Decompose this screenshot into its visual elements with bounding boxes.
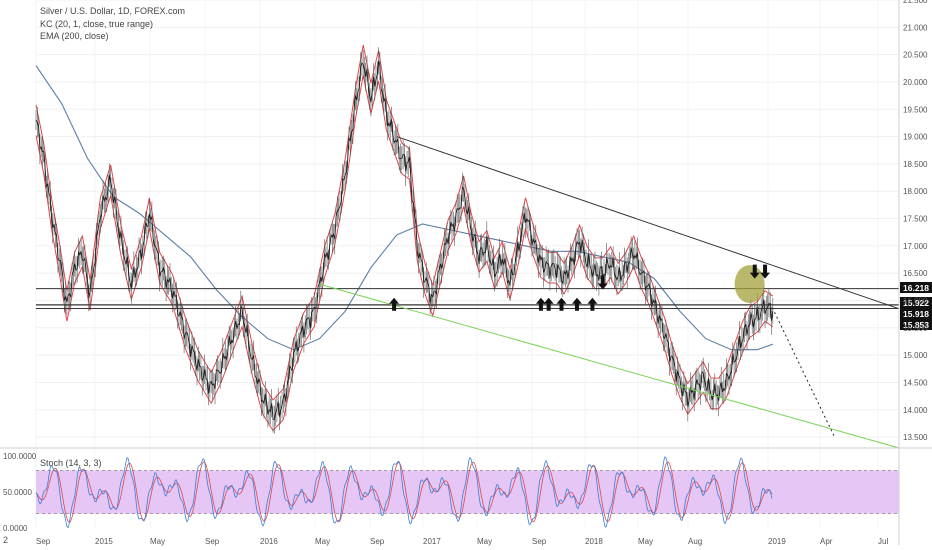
annotation-marks: [389, 264, 771, 311]
stochastic-pane: 100.0000 50.0000 0.0000: [3, 452, 899, 533]
legend-title: Silver / U.S. Dollar, 1D, FOREX.com: [40, 6, 186, 16]
y-tick-label: 16.000: [903, 296, 928, 305]
x-tick-label: 2016: [260, 537, 278, 546]
x-tick-label: Sep: [36, 537, 51, 546]
price-tag-label: 15.922: [903, 298, 929, 308]
time-axis: Sep 2015 May Sep 2016 May Sep 2017 May Sep 2018 May…: [36, 537, 888, 546]
corner-label: 2: [3, 535, 9, 545]
y-tick-label: 21.500: [903, 0, 928, 5]
stoch-k-line: [35, 456, 773, 529]
price-tag: [900, 282, 932, 293]
y-tick-label: 20.500: [903, 51, 928, 60]
y-tick-label: 20.000: [903, 78, 928, 87]
x-tick-label: Aug: [688, 537, 702, 546]
x-tick-label: Apr: [820, 537, 833, 546]
price-tag-label: 15.853: [903, 320, 929, 330]
y-tick-label: 17.500: [903, 215, 928, 224]
y-tick-label: 14.500: [903, 378, 928, 387]
up-arrow-icon: [535, 297, 546, 311]
up-arrow-icon: [543, 297, 554, 311]
x-tick-label: Jul: [878, 537, 888, 546]
y-tick-label: 19.000: [903, 133, 928, 142]
keltner-lower-line: [35, 75, 774, 432]
price-tag-label: 16.218: [903, 283, 929, 293]
y-tick-label: 17.000: [903, 242, 928, 251]
y-tick-label: 13.500: [903, 433, 928, 442]
stoch-legend: Stoch (14, 3, 3): [40, 458, 102, 468]
stoch-tick-label: 100.0000: [3, 452, 37, 461]
price-tag: [900, 297, 932, 308]
price-tag: [900, 308, 932, 319]
y-tick-label: 19.500: [903, 105, 928, 114]
x-tick-label: May: [638, 537, 653, 546]
down-arrow-icon: [760, 264, 771, 279]
x-tick-label: Sep: [205, 537, 220, 546]
down-arrow-icon: [597, 275, 608, 290]
ema-series: [35, 65, 773, 351]
stoch-tick-label: 0.0000: [3, 524, 28, 533]
up-arrow-icon: [587, 297, 598, 311]
up-arrow-icon: [556, 297, 567, 311]
stoch-tick-label: 50.0000: [3, 488, 32, 497]
trendlines: [319, 136, 900, 449]
resistance-trendline: [396, 136, 900, 310]
up-arrow-icon: [571, 297, 582, 311]
up-arrow-icon: [389, 297, 400, 311]
down-arrow-icon: [749, 264, 760, 279]
y-tick-label: 14.000: [903, 406, 928, 415]
x-tick-label: 2018: [585, 537, 603, 546]
y-tick-label: 16.500: [903, 269, 928, 278]
legend-ema: EMA (200, close): [40, 31, 109, 41]
highlight-ellipse: [734, 265, 765, 304]
support-trendline: [319, 283, 900, 449]
x-tick-label: May: [477, 537, 492, 546]
x-tick-label: May: [315, 537, 330, 546]
legend-kc: KC (20, 1, close, true range): [40, 19, 154, 29]
y-tick-label: 21.000: [903, 23, 928, 32]
y-tick-label: 18.500: [903, 160, 928, 169]
y-tick-label: 18.000: [903, 187, 928, 196]
ema-line: [35, 65, 773, 351]
price-line: [35, 60, 774, 421]
x-tick-label: Sep: [370, 537, 385, 546]
price-tag-label: 15.918: [903, 309, 929, 319]
x-tick-label: 2015: [95, 537, 113, 546]
x-tick-label: 2017: [423, 537, 441, 546]
price-series: [35, 47, 774, 434]
x-tick-label: 2019: [768, 537, 786, 546]
x-tick-label: Sep: [532, 537, 547, 546]
stoch-d-line: [35, 461, 773, 523]
y-tick-label: 15.500: [903, 324, 928, 333]
stoch-band: [36, 470, 899, 514]
x-tick-label: May: [150, 537, 165, 546]
price-axis: 21.500 21.000 20.500 20.000 19.500 19.000 18.5…: [903, 0, 928, 442]
price-tag: [900, 319, 932, 330]
y-tick-label: 15.000: [903, 351, 928, 360]
